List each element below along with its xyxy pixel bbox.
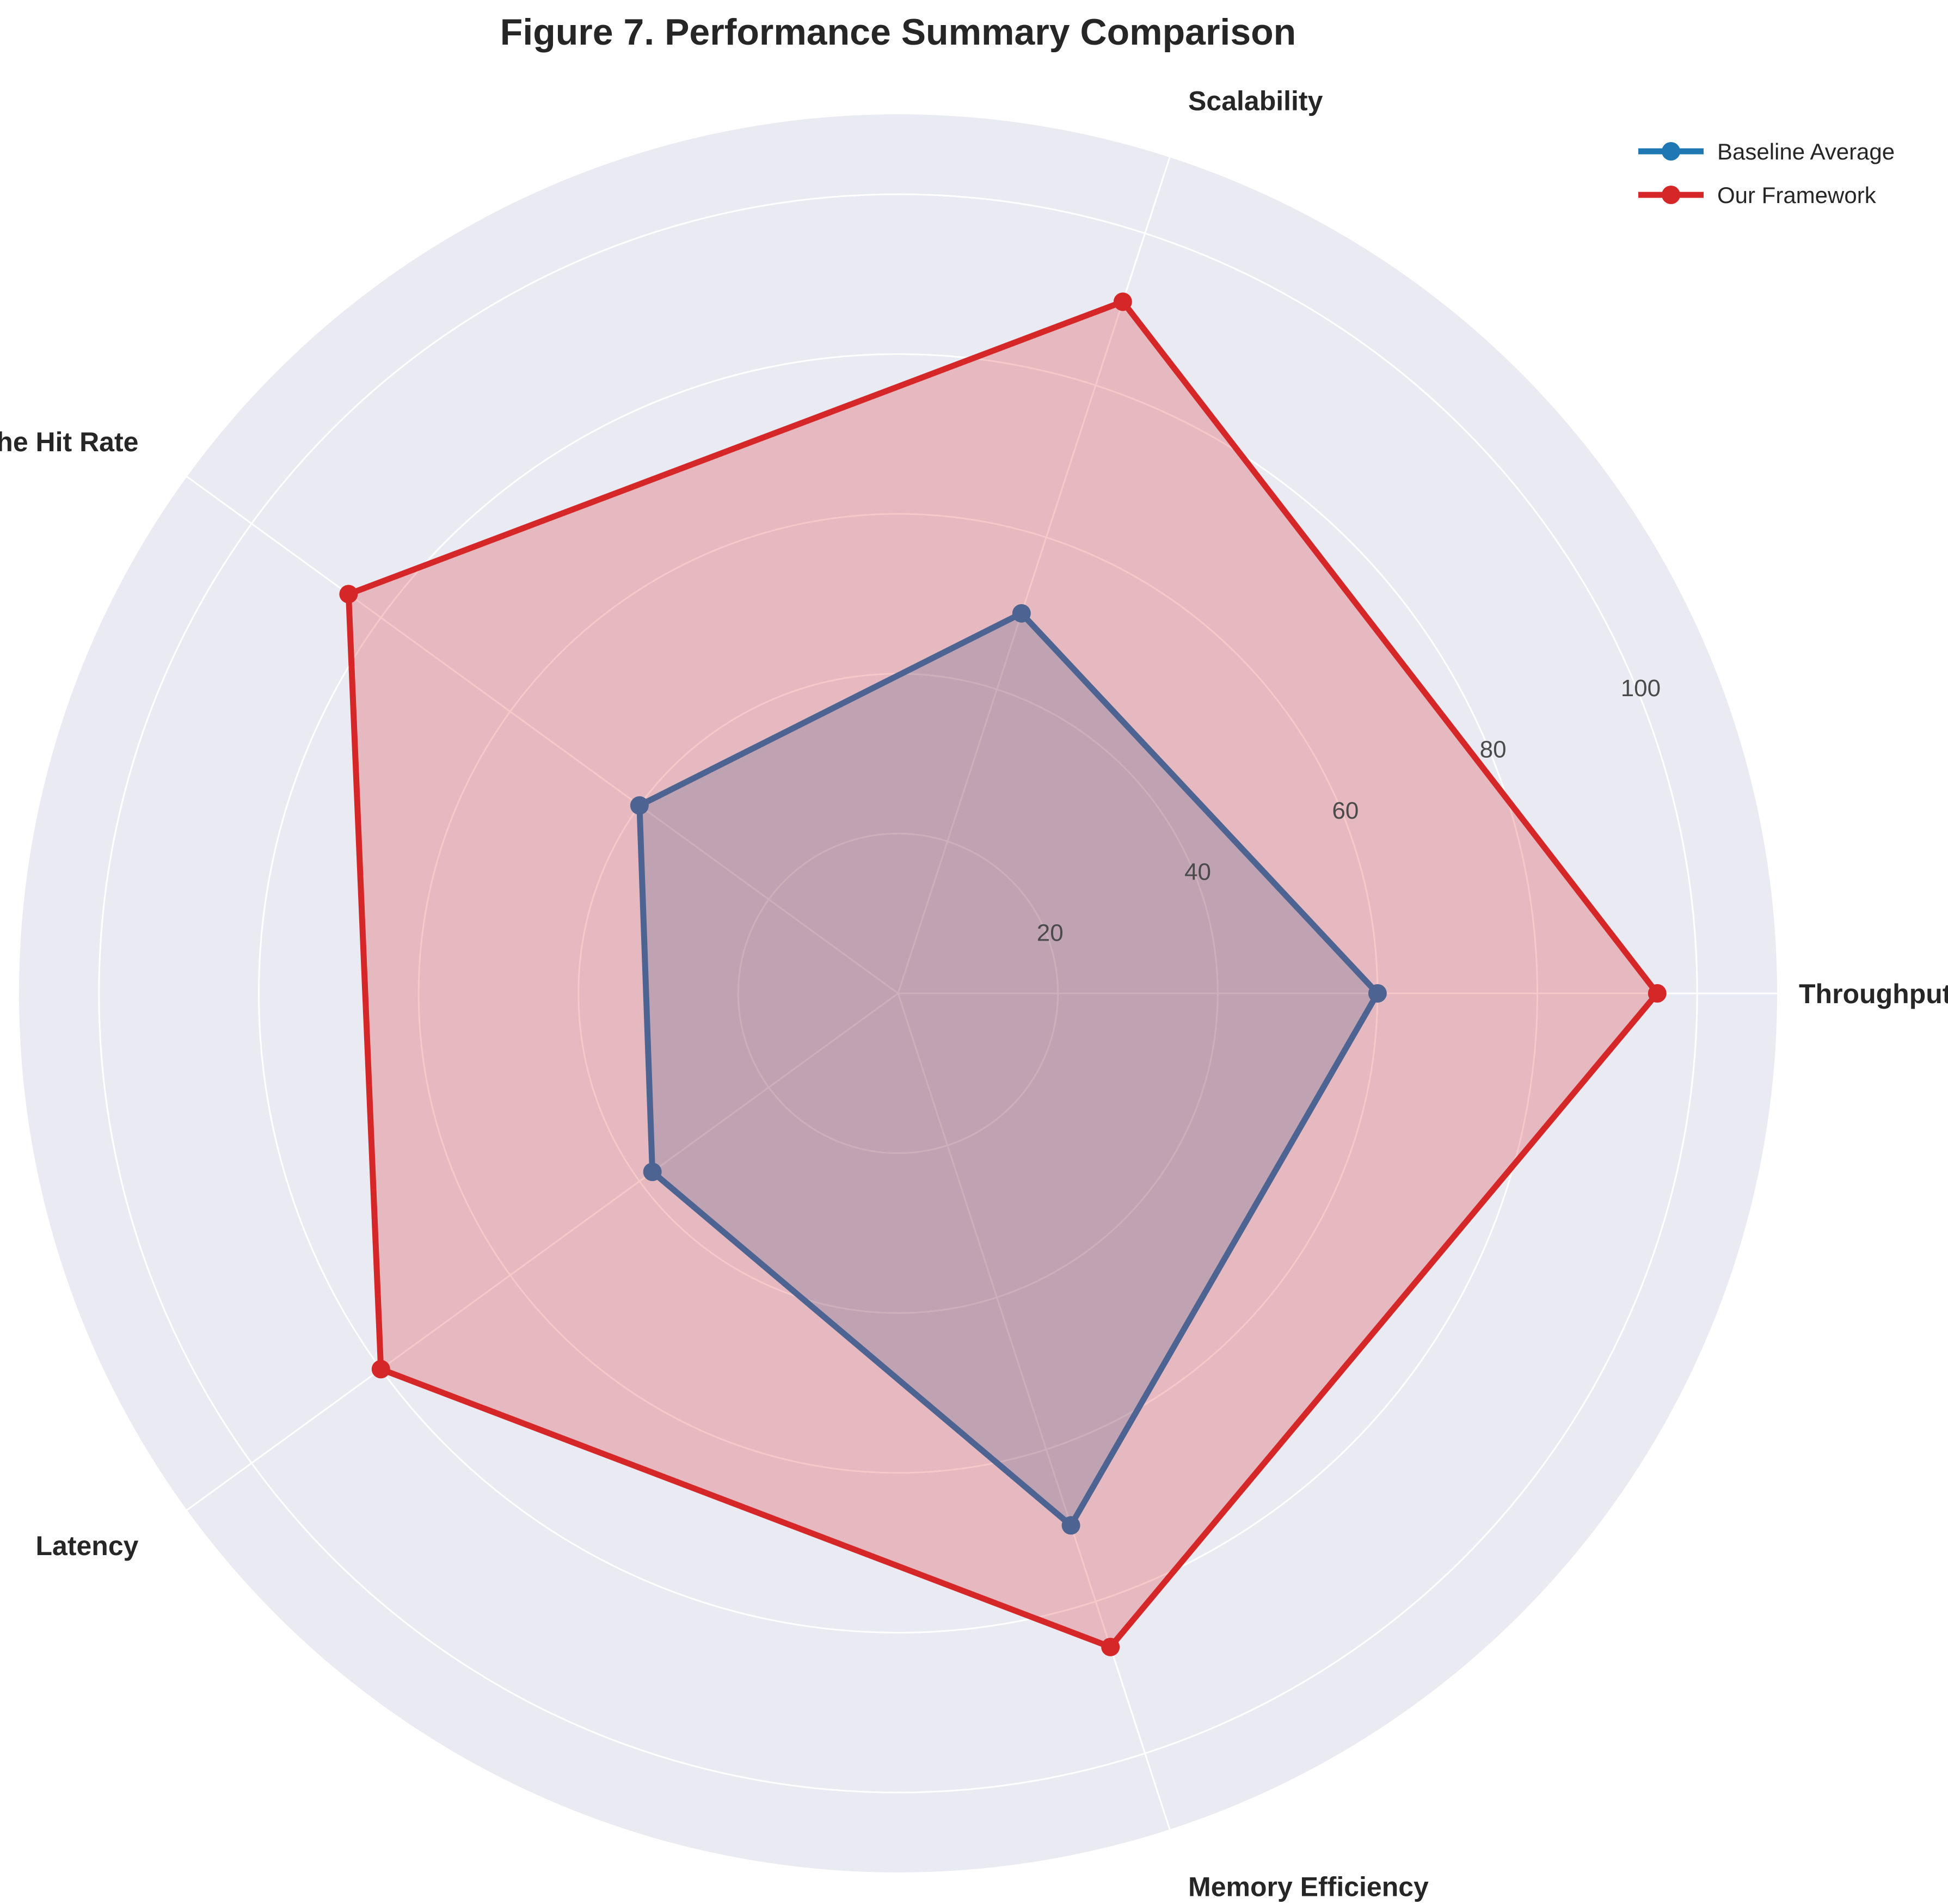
axis-label-throughput: Throughput [1799, 979, 1948, 1009]
series-1-point-0 [1648, 984, 1667, 1003]
legend-label-1: Our Framework [1717, 182, 1877, 208]
legend-label-0: Baseline Average [1717, 139, 1895, 164]
radial-tick-label: 80 [1480, 736, 1507, 763]
series-0-point-3 [643, 1162, 662, 1181]
spoke-2 [186, 476, 899, 994]
radial-tick-labels: 20 40 60 80 100 [1037, 675, 1661, 946]
axis-labels: Throughput Scalability Cache Hit Rate Laten… [0, 85, 1948, 1902]
radial-tick-label: 100 [1621, 675, 1661, 702]
legend: Baseline Average Our Framework [1638, 139, 1895, 208]
series-fill-1 [348, 302, 1657, 1647]
series-fill-0 [639, 613, 1378, 1526]
radial-tick-label: 20 [1037, 920, 1064, 947]
series-0-point-2 [630, 796, 649, 815]
series-1-point-1 [1113, 292, 1132, 311]
chart-title: Figure 7. Performance Summary Comparison [500, 11, 1296, 53]
spoke-4 [897, 993, 1171, 1830]
legend-marker-0 [1662, 142, 1680, 161]
series-line-1 [345, 298, 1661, 1650]
series-0-point-4 [1061, 1516, 1080, 1535]
series-0-point-1 [1012, 604, 1031, 623]
axis-label-cache-hit-rate: Cache Hit Rate [0, 427, 138, 457]
legend-marker-1 [1662, 186, 1680, 204]
series-1-point-3 [371, 1360, 390, 1379]
spoke-3 [186, 992, 899, 1511]
radial-tick-label: 60 [1332, 797, 1359, 824]
series-0-point-0 [1368, 984, 1387, 1003]
series-layer [339, 292, 1667, 1656]
series-1-point-2 [339, 585, 358, 604]
axis-label-latency: Latency [35, 1531, 138, 1561]
series-1-point-4 [1101, 1637, 1120, 1656]
axis-label-memory-efficiency: Memory Efficiency [1188, 1872, 1429, 1902]
axis-label-scalability: Scalability [1188, 85, 1323, 116]
series-line-0 [636, 610, 1381, 1528]
radial-tick-label: 40 [1184, 858, 1211, 885]
